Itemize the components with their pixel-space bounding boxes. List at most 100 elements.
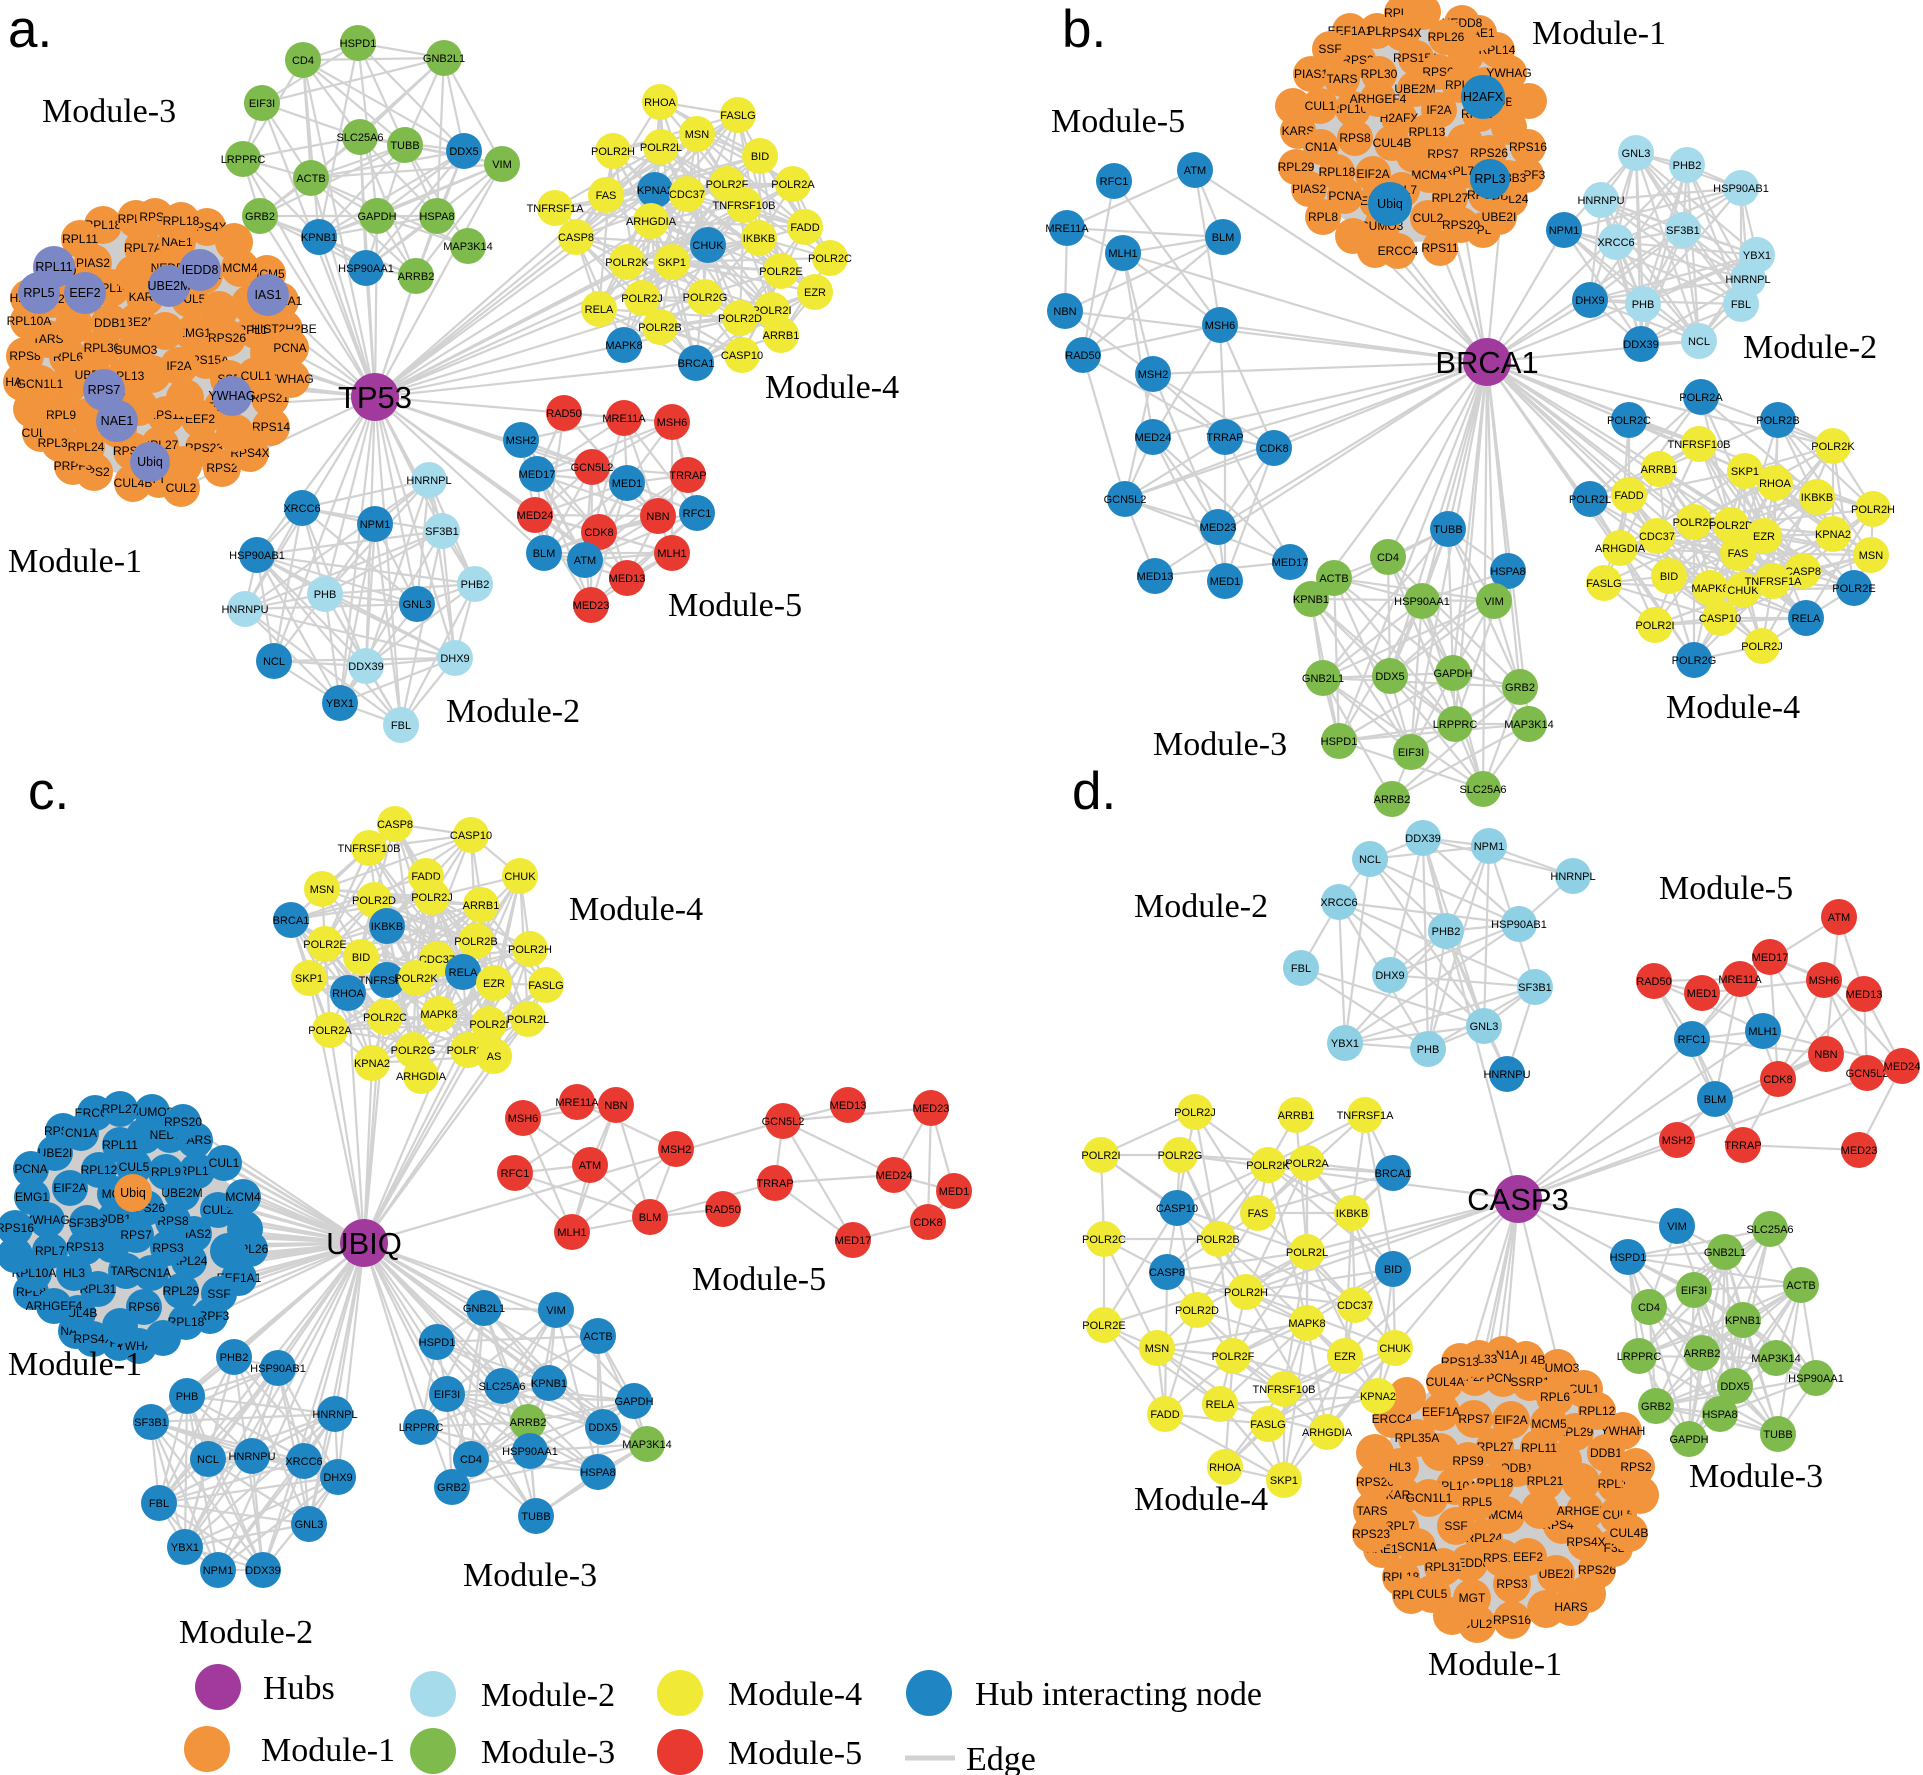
svg-text:NCL: NCL [197,1454,219,1466]
svg-text:HSPA8: HSPA8 [580,1467,615,1479]
svg-text:CASP8: CASP8 [377,819,413,831]
svg-text:HNRNPU: HNRNPU [1483,1069,1530,1081]
svg-text:POLR2B: POLR2B [454,936,497,948]
svg-text:HSP90AA1: HSP90AA1 [502,1446,558,1458]
svg-text:MCM4: MCM4 [1411,168,1447,182]
svg-text:FBL: FBL [1731,299,1751,311]
svg-text:Ubiq: Ubiq [137,455,163,469]
svg-text:RHOA: RHOA [644,97,676,109]
svg-text:SKP1: SKP1 [1270,1475,1298,1487]
svg-text:BLM: BLM [639,1212,662,1224]
svg-text:IF2A: IF2A [1426,103,1451,117]
svg-text:VIM: VIM [1484,596,1504,608]
svg-text:POLR2E: POLR2E [303,939,346,951]
svg-text:YBX1: YBX1 [326,698,354,710]
svg-text:YWHAG: YWHAG [1486,66,1531,80]
svg-text:EIF3I: EIF3I [1681,1285,1707,1297]
svg-text:EZR: EZR [483,978,505,990]
svg-text:GNL3: GNL3 [1622,148,1651,160]
svg-text:POLR2L: POLR2L [1569,494,1611,506]
svg-text:Ubiq: Ubiq [1377,197,1403,211]
svg-text:Module-2: Module-2 [1743,329,1877,366]
svg-text:EZR: EZR [1334,1351,1356,1363]
svg-text:HSP90AA1: HSP90AA1 [1788,1373,1844,1385]
svg-text:ARRB1: ARRB1 [1278,1110,1315,1122]
svg-text:MED24: MED24 [1135,432,1172,444]
svg-text:RPL26: RPL26 [1428,30,1465,44]
svg-text:EIF3I: EIF3I [434,1389,460,1401]
svg-text:POLR2I: POLR2I [469,1019,508,1031]
svg-text:MLH1: MLH1 [657,548,686,560]
svg-text:TRRAP: TRRAP [669,470,706,482]
svg-text:ATM: ATM [1828,912,1850,924]
svg-text:RPL27: RPL27 [1477,1440,1514,1454]
svg-text:CUL1: CUL1 [241,369,272,383]
svg-text:RPL11: RPL11 [102,1138,138,1152]
svg-text:SF3B3: SF3B3 [69,1216,106,1230]
svg-text:POLR2F: POLR2F [1673,517,1716,529]
svg-text:RPS4X: RPS4X [73,1332,112,1346]
svg-text:BID: BID [751,151,769,163]
svg-text:CUL4B: CUL4B [1610,1526,1649,1540]
svg-text:RPS7: RPS7 [88,383,121,397]
svg-text:POLR2E: POLR2E [1082,1320,1125,1332]
svg-text:SSF: SSF [207,1287,230,1301]
svg-text:RPS20: RPS20 [164,1115,202,1129]
svg-text:FBL: FBL [391,720,411,732]
svg-text:RPS8: RPS8 [157,1214,189,1228]
svg-text:ACTB: ACTB [1319,573,1348,585]
svg-text:Module-5: Module-5 [728,1735,862,1772]
svg-text:RHOA: RHOA [332,988,364,1000]
svg-text:NBN: NBN [604,1100,627,1112]
svg-text:RPL21: RPL21 [1527,1474,1564,1488]
svg-text:RPS8: RPS8 [1339,131,1371,145]
svg-text:POLR2B: POLR2B [1196,1234,1239,1246]
svg-text:PCNA: PCNA [1328,189,1361,203]
svg-text:TUBB: TUBB [1433,524,1462,536]
svg-text:HSPD1: HSPD1 [340,38,377,50]
svg-text:MED1: MED1 [612,478,643,490]
svg-text:RPL12: RPL12 [1579,1404,1616,1418]
svg-text:DDB1: DDB1 [94,316,126,330]
svg-text:POLR2G: POLR2G [1158,1150,1203,1162]
svg-text:CHUK: CHUK [1727,585,1759,597]
svg-text:GCN5L2: GCN5L2 [762,1116,805,1128]
svg-text:CUL1: CUL1 [1305,99,1336,113]
svg-text:BID: BID [352,952,370,964]
svg-text:Module-2: Module-2 [446,693,580,730]
svg-text:Module-5: Module-5 [1659,870,1793,907]
svg-text:PCNA: PCNA [273,341,306,355]
svg-text:RPS8: RPS8 [9,349,41,363]
svg-text:NPM1: NPM1 [1474,841,1505,853]
svg-text:CASP10: CASP10 [450,830,492,842]
svg-text:RPL10A: RPL10A [7,314,52,328]
svg-text:YBX1: YBX1 [1331,1038,1359,1050]
svg-text:TRRAP: TRRAP [1724,1140,1761,1152]
svg-text:MED24: MED24 [517,510,554,522]
svg-text:FADD: FADD [1150,1409,1179,1421]
svg-text:PHB2: PHB2 [461,579,490,591]
svg-text:KARS: KARS [1282,124,1315,138]
svg-text:ARHGEF4: ARHGEF4 [26,1299,83,1313]
svg-text:FAS: FAS [1248,1208,1269,1220]
svg-text:GRB2: GRB2 [1505,682,1535,694]
svg-text:RPL30: RPL30 [1361,67,1398,81]
svg-text:CASP8: CASP8 [1785,566,1821,578]
svg-text:MAPK8: MAPK8 [420,1009,457,1021]
svg-text:TNFRSF1A: TNFRSF1A [1337,1110,1395,1122]
svg-text:MED23: MED23 [913,1103,950,1115]
svg-text:XRCC6: XRCC6 [1597,237,1634,249]
svg-text:NPM1: NPM1 [360,519,391,531]
svg-text:IKBKB: IKBKB [371,921,403,933]
svg-text:ARRB2: ARRB2 [510,1417,547,1429]
svg-text:MED24: MED24 [876,1170,913,1182]
svg-text:GCN5L2: GCN5L2 [571,462,614,474]
svg-text:BRCA1: BRCA1 [273,915,310,927]
svg-text:EEF2: EEF2 [185,412,215,426]
svg-text:ACTB: ACTB [583,1331,612,1343]
svg-text:GRB2: GRB2 [245,211,275,223]
svg-text:POLR2H: POLR2H [1224,1287,1268,1299]
svg-text:POLR2H: POLR2H [591,146,635,158]
svg-text:MSH6: MSH6 [1809,975,1840,987]
svg-text:EIF2A: EIF2A [53,1181,86,1195]
